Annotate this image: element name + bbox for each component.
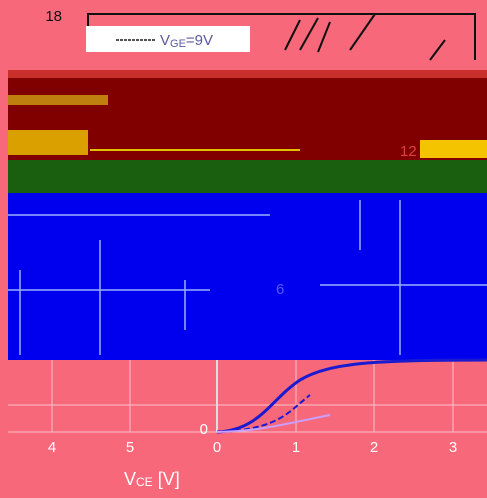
legend-symbol: V: [160, 32, 170, 49]
screenshot: VGE=9V 12 6 18 0 4 5 0 1 2 3 VCE [V]: [0, 0, 487, 498]
x-tick-label: 4: [48, 439, 56, 456]
x-tick-label: 3: [449, 439, 457, 456]
glitch-band: [8, 130, 88, 155]
legend-subscript: GE: [170, 38, 186, 50]
y-tick-label: 12: [400, 143, 417, 160]
glitch-band: [8, 70, 487, 78]
y-tick-label: 18: [45, 8, 62, 25]
y-tick-label: 6: [276, 281, 284, 298]
x-label-rest: [V]: [153, 469, 180, 489]
legend-rest: =9V: [186, 32, 213, 49]
x-label-symbol: V: [124, 469, 136, 489]
x-label-subscript: CE: [136, 475, 153, 489]
glitch-band: [8, 95, 108, 105]
legend-text: VGE=9V: [160, 32, 213, 50]
glitch-band: [420, 140, 487, 158]
x-tick-label: 5: [126, 439, 134, 456]
blue-band: [8, 193, 487, 360]
x-axis-label: VCE [V]: [124, 469, 180, 489]
x-tick-label: 0: [213, 439, 221, 456]
y-tick-label: 0: [200, 421, 208, 438]
x-tick-label: 2: [370, 439, 378, 456]
green-band: [8, 160, 487, 193]
x-tick-label: 1: [292, 439, 300, 456]
